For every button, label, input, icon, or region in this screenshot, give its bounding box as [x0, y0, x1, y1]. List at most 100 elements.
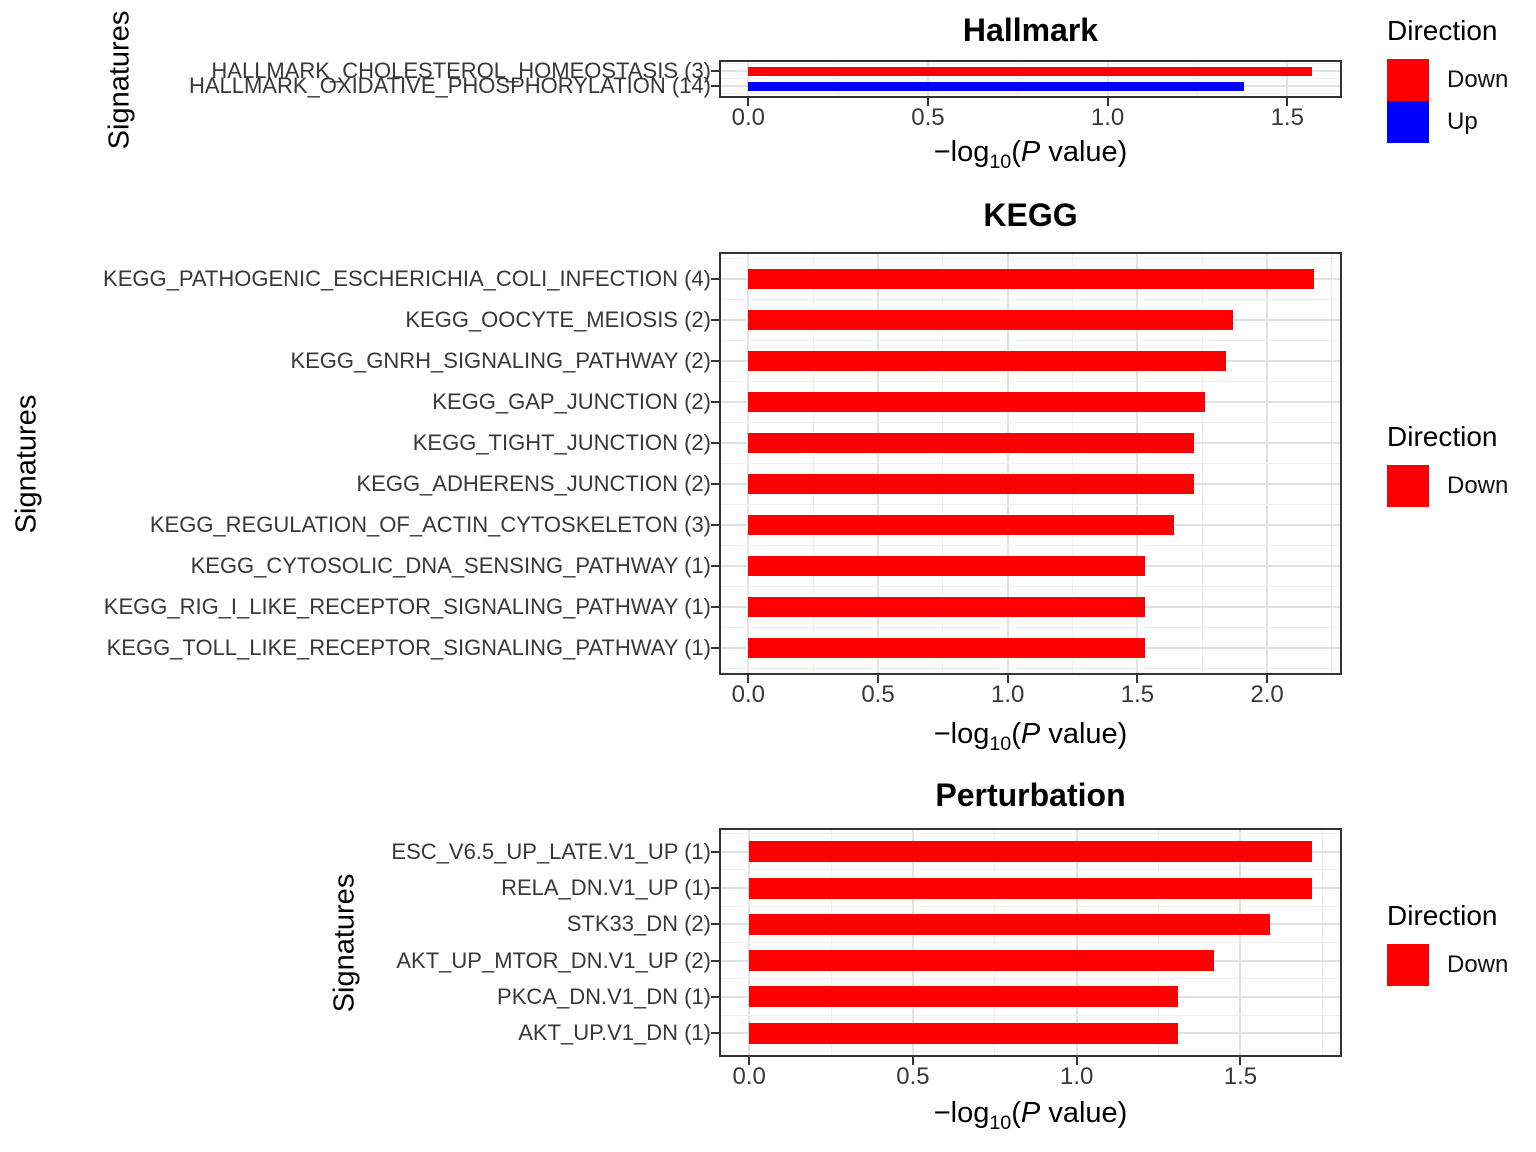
x-tick-label: 0.5 [911, 104, 945, 131]
plot-panel [721, 62, 1340, 96]
legend-entry: Down [1387, 944, 1508, 986]
tick-mark [711, 887, 719, 890]
category-label: HALLMARK_OXIDATIVE_PHOSPHORYLATION (14) [188, 73, 711, 99]
gridline [721, 833, 1340, 835]
tick-mark [711, 85, 719, 88]
bar [748, 432, 1195, 453]
plot-panel [721, 254, 1340, 673]
bar [748, 268, 1314, 289]
tick-mark [1006, 675, 1009, 683]
tick-mark [926, 97, 929, 106]
tick-mark [711, 959, 719, 962]
bar [748, 81, 1245, 91]
legend-title: Direction [1387, 900, 1498, 931]
category-label: KEGG_TIGHT_JUNCTION (2) [412, 429, 711, 455]
legend-title: Direction [1387, 15, 1498, 47]
x-tick-label: 0.5 [896, 1063, 930, 1090]
legend-title: Direction [1387, 421, 1498, 452]
x-tick-label: 1.5 [1223, 1063, 1258, 1090]
gridline [721, 257, 1340, 259]
category-label: ESC_V6.5_UP_LATE.V1_UP (1) [391, 838, 711, 864]
gridline [721, 298, 1340, 300]
gridline [721, 93, 1340, 95]
tick-mark [747, 675, 750, 683]
gridline [721, 78, 1340, 80]
bar [748, 474, 1195, 495]
legend-key-down [1387, 59, 1429, 102]
legend-entry: Down [1387, 465, 1508, 507]
category-label: PKCA_DN.V1_DN (1) [497, 983, 711, 1009]
legend-key-down [1387, 944, 1429, 986]
bar [748, 66, 1313, 76]
category-label: KEGG_GAP_JUNCTION (2) [432, 388, 711, 414]
tick-mark [711, 441, 719, 444]
legend-entry: Down [1387, 59, 1508, 102]
tick-mark [711, 359, 719, 362]
tick-mark [711, 850, 719, 853]
tick-mark [711, 400, 719, 403]
tick-mark [1136, 675, 1139, 683]
chart-title: KEGG [983, 197, 1078, 233]
category-label: KEGG_CYTOSOLIC_DNA_SENSING_PATHWAY (1) [190, 553, 711, 579]
tick-mark [711, 483, 719, 486]
tick-mark [711, 1032, 719, 1035]
legend-key-down [1387, 465, 1429, 507]
tick-mark [711, 277, 719, 280]
gridline [721, 905, 1340, 907]
x-tick-label: 0.0 [731, 104, 765, 131]
chart-title: Perturbation [935, 777, 1126, 813]
tick-mark [711, 524, 719, 527]
bar [749, 950, 1215, 972]
category-label: KEGG_RIG_I_LIKE_RECEPTOR_SIGNALING_PATHW… [103, 594, 711, 620]
tick-mark [711, 565, 719, 568]
category-label: AKT_UP_MTOR_DN.V1_UP (2) [396, 947, 711, 973]
bar [748, 515, 1174, 536]
gridline [721, 1050, 1340, 1052]
gridline [721, 421, 1340, 423]
x-tick-label: 0.5 [861, 681, 895, 708]
gridline [721, 1014, 1340, 1016]
category-label: STK33_DN (2) [566, 911, 711, 937]
tick-mark [711, 318, 719, 321]
bar [749, 986, 1179, 1008]
x-tick-label: 0.0 [732, 1063, 766, 1090]
x-tick-label: 0.0 [731, 681, 765, 708]
legend-entry: Up [1387, 101, 1497, 144]
tick-mark [711, 923, 719, 926]
gridline [721, 978, 1340, 980]
bar [748, 391, 1205, 412]
x-tick-label: 1.0 [1060, 1063, 1094, 1090]
bar [748, 556, 1146, 577]
plot-panel [721, 830, 1340, 1055]
category-label: KEGG_ADHERENS_JUNCTION (2) [356, 471, 711, 497]
gridline [721, 463, 1340, 464]
legend-label: Down [1447, 472, 1509, 499]
tick-mark [711, 995, 719, 998]
gridline [721, 627, 1340, 629]
tick-mark [747, 97, 750, 106]
category-label: KEGG_REGULATION_OF_ACTIN_CYTOSKELETON (3… [149, 512, 711, 538]
bar [749, 877, 1313, 899]
x-tick-label: 1.5 [1120, 681, 1155, 708]
bar [748, 350, 1226, 371]
category-label: KEGG_OOCYTE_MEIOSIS (2) [405, 306, 711, 332]
legend-label: Down [1447, 66, 1509, 94]
gridline [721, 942, 1340, 943]
tick-mark [711, 647, 719, 650]
category-label: HALLMARK_CHOLESTEROL_HOMEOSTASIS (3) [211, 58, 711, 84]
bar [749, 1022, 1179, 1044]
tick-mark [748, 1057, 751, 1065]
bar [748, 638, 1146, 659]
tick-mark [1075, 1057, 1078, 1065]
bar [749, 913, 1270, 935]
x-axis-title: −log10(P value) [933, 1097, 1128, 1134]
gridline [721, 380, 1340, 382]
gridline [721, 63, 1340, 65]
tick-mark [1239, 1057, 1242, 1065]
x-tick-label: 1.0 [1090, 104, 1125, 131]
x-tick-label: 1.5 [1270, 104, 1304, 131]
gridline [721, 586, 1340, 588]
legend-key-up [1387, 101, 1429, 144]
chart-title: Hallmark [962, 12, 1099, 48]
